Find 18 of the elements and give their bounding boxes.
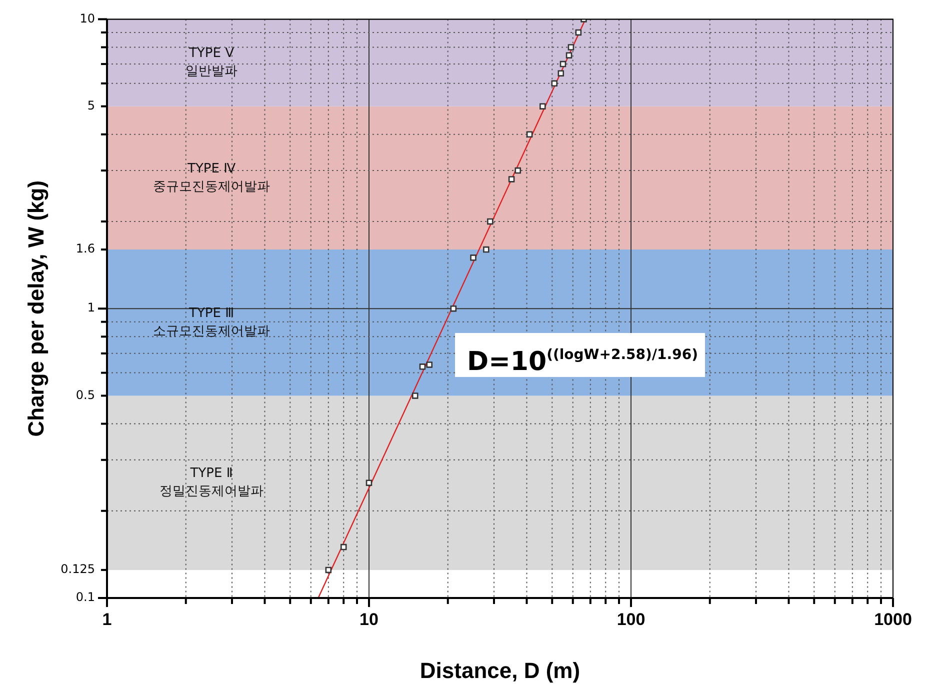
y-tick-label: 5 (87, 98, 95, 112)
band-label: TYPE Ⅲ 소규모진동제어발파 (153, 306, 270, 339)
y-tick-label: 0.125 (60, 562, 95, 576)
x-tick-label: 1000 (874, 610, 912, 629)
band-label: TYPE Ⅱ 정밀진동제어발파 (160, 466, 264, 500)
y-tick-label: 10 (80, 11, 95, 26)
y-tick-label: 1.6 (76, 242, 95, 256)
x-tick-label: 100 (616, 610, 646, 629)
annotation: D=10$^{((logW+2.58)/1.96)}$ (455, 333, 705, 377)
x-tick-label: 1 (102, 610, 112, 629)
y-tick-label: 0.5 (76, 388, 95, 402)
y-axis-title: Charge per delay, W (kg) (23, 180, 48, 437)
y-tick-label: 1 (87, 300, 95, 315)
x-tick-label: 10 (360, 610, 378, 629)
y-tick-label: 0.1 (76, 590, 95, 604)
x-axis-title: Distance, D (m) (420, 658, 580, 683)
band-label: TYPE Ⅴ 일반발파 (186, 46, 238, 80)
band-label: TYPE Ⅳ 중규모진동제어발파 (153, 161, 270, 194)
